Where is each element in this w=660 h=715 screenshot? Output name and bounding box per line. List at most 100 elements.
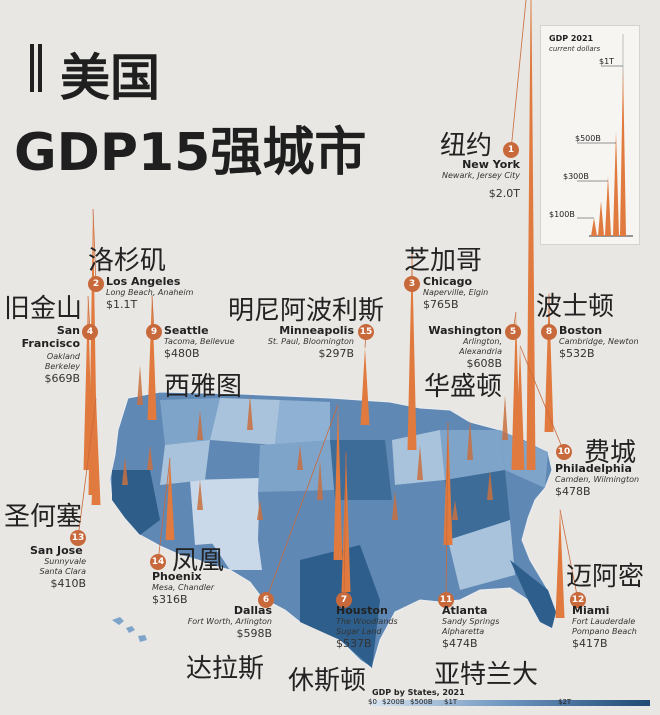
rank-badge: 14 <box>150 554 166 570</box>
rank-badge: 1 <box>503 142 519 158</box>
city-sub2: Sugar Land <box>336 627 382 636</box>
legend-title: GDP by States, 2021 <box>372 688 465 697</box>
state-tile <box>160 398 220 445</box>
minor-spike <box>147 445 153 470</box>
city-cn-label: 费城 <box>584 438 637 468</box>
city-value: $598B <box>236 627 272 640</box>
spike-layer <box>83 0 565 618</box>
city-sub2: Alpharetta <box>442 627 485 636</box>
inset-scale: GDP 2021 current dollars $1T $500B $300B… <box>541 26 639 244</box>
minor-spike <box>417 445 423 480</box>
state-tile <box>210 398 280 445</box>
city-sub: Newark, Jersey City <box>442 171 520 180</box>
rank-badge: 11 <box>438 592 454 608</box>
city-sub: Tacoma, Bellevue <box>164 337 235 346</box>
city-cn-label: 迈阿密 <box>566 562 645 592</box>
rank-badge: 5 <box>505 324 521 340</box>
city-sub: Camden, Wilmington <box>555 475 640 484</box>
city-sub: St. Paul, Bloomington <box>267 337 354 346</box>
state-tile <box>190 478 260 545</box>
city-value: $316B <box>152 593 188 606</box>
city-label-washington: Washington Arlington, Alexandria $608B <box>420 324 502 371</box>
spike-new-york <box>526 0 536 470</box>
city-label-dallas: Dallas Fort Worth, Arlington $598B <box>180 604 272 641</box>
city-label-san-jose: San Jose Sunnyvale Santa Clara $410B <box>10 544 86 591</box>
leader-line <box>92 208 97 285</box>
city-value: $1.1T <box>106 298 138 311</box>
spike-san-jose <box>91 398 101 505</box>
title-rule <box>38 44 42 92</box>
city-sub: Fort Lauderdale <box>572 617 636 626</box>
spike-houston <box>341 452 351 592</box>
city-sub: Mesa, Chandler <box>152 583 215 592</box>
city-cn-label: 亚特兰大 <box>434 660 539 690</box>
spike-phoenix <box>165 457 175 540</box>
minor-spike <box>297 445 303 470</box>
city-sub2: Santa Clara <box>39 567 86 576</box>
city-value: $474B <box>442 637 478 650</box>
minor-spike <box>467 420 473 460</box>
inset-spikes <box>577 34 633 237</box>
minor-spike <box>122 457 128 485</box>
spike-seattle <box>147 295 157 420</box>
state-tile <box>210 540 262 570</box>
rank-badge: 13 <box>70 530 86 546</box>
city-name: Philadelphia <box>555 462 632 475</box>
city-value: $537B <box>336 637 372 650</box>
city-name: Washington <box>428 324 502 337</box>
rank-badge: 2 <box>88 276 104 292</box>
city-name: New York <box>462 158 520 171</box>
city-sub2: Berkeley <box>44 362 80 371</box>
minor-spike <box>487 470 493 500</box>
city-sub2: Pompano Beach <box>572 627 637 636</box>
city-name: Phoenix <box>152 570 202 583</box>
state-tile <box>258 440 335 492</box>
city-name: Boston <box>559 324 603 337</box>
city-sub: Oakland <box>46 352 80 361</box>
minor-spike <box>197 480 203 510</box>
rank-badge: 9 <box>146 324 162 340</box>
city-label-chicago: Chicago Naperville, Elgin $765B <box>423 275 488 312</box>
legend-tick: $0 <box>368 698 377 706</box>
city-cn-label: 凤凰 <box>172 546 225 576</box>
city-value: $417B <box>572 637 608 650</box>
rank-badge: 10 <box>556 444 572 460</box>
minor-spike <box>502 395 508 440</box>
city-value: $478B <box>555 485 591 498</box>
leader-line <box>77 398 97 539</box>
city-cn-label: 纽约 <box>440 131 493 161</box>
page-title-line1: 美国 <box>60 49 160 107</box>
city-sub: Long Beach, Anaheim <box>106 288 194 297</box>
city-value: $608B <box>466 357 502 370</box>
city-value: $297B <box>318 347 354 360</box>
city-label-miami: Miami Fort Lauderdale Pompano Beach $417… <box>572 604 637 651</box>
state-tile <box>112 470 160 535</box>
spike-dallas <box>333 404 343 560</box>
spike-miami <box>555 509 565 618</box>
city-label-houston: Houston The Woodlands Sugar Land $537B <box>336 604 398 651</box>
inset-tick-100b: $100B <box>549 210 575 219</box>
spike-boston <box>544 293 554 432</box>
city-name: Seattle <box>164 324 209 337</box>
city-sub: Fort Worth, Arlington <box>187 617 272 626</box>
city-name: Los Angeles <box>106 275 181 288</box>
city-label-boston: Boston Cambridge, Newton $532B <box>559 324 639 361</box>
spike-philadelphia <box>515 345 525 470</box>
city-name: Miami <box>572 604 610 617</box>
rank-badge: 8 <box>541 324 557 340</box>
minor-spike <box>392 490 398 520</box>
city-sub: The Woodlands <box>336 617 398 626</box>
city-name: San Francisco <box>21 324 80 350</box>
inset-subtitle: current dollars <box>549 45 601 53</box>
city-name: Chicago <box>423 275 473 288</box>
state-tile <box>392 430 445 485</box>
legend-tick: $1T <box>444 698 458 706</box>
city-name: Atlanta <box>442 604 488 617</box>
legend-tick: $2T <box>558 698 572 706</box>
city-label-los-angeles: Los Angeles Long Beach, Anaheim $1.1T <box>106 275 193 312</box>
city-cn-label: 达拉斯 <box>186 654 265 684</box>
spike-san-francisco <box>83 296 93 470</box>
legend-gradient <box>370 700 650 706</box>
rank-badge: 15 <box>358 324 374 340</box>
city-value: $765B <box>423 298 459 311</box>
